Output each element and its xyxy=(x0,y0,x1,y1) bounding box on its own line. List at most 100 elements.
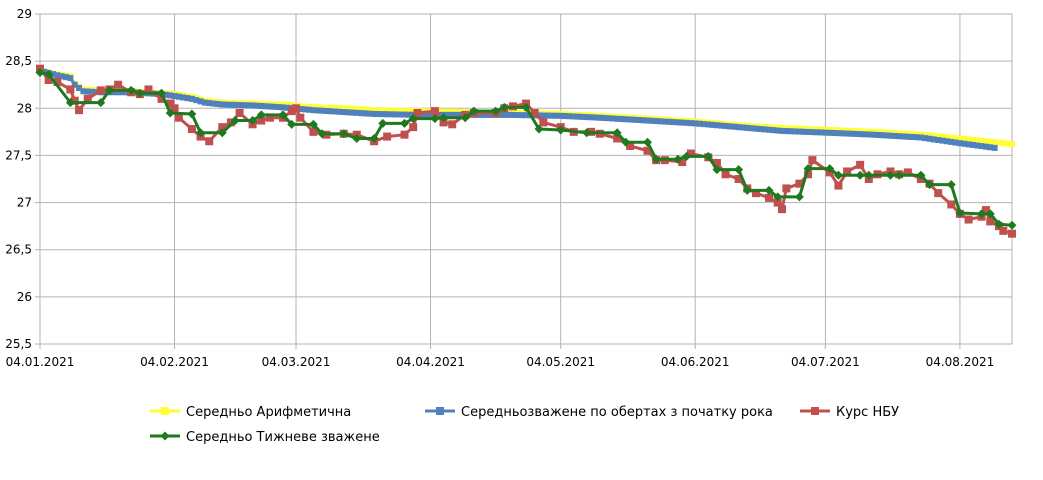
data-point xyxy=(539,118,548,127)
legend-swatch-marker xyxy=(811,407,819,415)
data-point xyxy=(764,185,774,195)
data-point xyxy=(327,108,334,115)
data-point xyxy=(349,109,356,116)
data-point xyxy=(308,119,318,129)
data-point xyxy=(83,94,92,103)
data-point xyxy=(627,116,634,123)
data-point xyxy=(413,109,422,117)
data-point xyxy=(609,115,616,122)
data-point xyxy=(54,72,61,79)
data-point xyxy=(430,107,439,116)
data-point xyxy=(579,113,586,120)
data-point xyxy=(184,95,191,102)
data-point xyxy=(570,113,577,120)
data-point xyxy=(336,108,343,115)
data-point xyxy=(349,105,356,112)
plot-frame xyxy=(39,13,1013,345)
data-point xyxy=(952,135,959,142)
data-point xyxy=(774,127,781,134)
data-point xyxy=(925,180,935,190)
data-point xyxy=(844,130,851,137)
data-point xyxy=(943,134,950,141)
data-point xyxy=(592,114,599,121)
data-point xyxy=(210,100,217,107)
data-point xyxy=(1004,140,1011,147)
data-point xyxy=(631,116,638,123)
data-point xyxy=(635,117,642,124)
data-point xyxy=(891,132,898,139)
data-point xyxy=(626,142,635,150)
data-point xyxy=(674,119,681,126)
data-point xyxy=(752,125,759,132)
y-tick-label: 29 xyxy=(17,7,32,21)
data-point xyxy=(549,112,556,119)
data-point xyxy=(196,128,206,138)
data-point xyxy=(974,142,981,149)
data-point xyxy=(734,175,743,183)
data-point xyxy=(843,167,852,176)
data-point xyxy=(301,106,308,113)
data-point xyxy=(640,117,647,124)
data-point xyxy=(499,102,509,112)
data-point xyxy=(405,111,412,118)
data-point xyxy=(319,107,326,114)
y-tick-label: 27 xyxy=(17,196,32,210)
data-point xyxy=(253,102,260,109)
data-point xyxy=(536,112,543,119)
data-point xyxy=(679,119,686,126)
data-point xyxy=(271,103,278,110)
data-point xyxy=(165,108,175,118)
data-point xyxy=(257,116,266,125)
data-point xyxy=(265,113,274,122)
data-point xyxy=(501,111,508,118)
data-point xyxy=(826,129,833,136)
data-point xyxy=(917,134,924,141)
data-point xyxy=(705,121,712,128)
data-point xyxy=(687,120,694,127)
data-point xyxy=(505,111,512,118)
legend-label: Середньо Арифметична xyxy=(186,405,351,420)
data-point xyxy=(913,134,920,141)
data-point xyxy=(518,112,525,119)
data-point xyxy=(978,143,985,150)
data-point xyxy=(805,128,812,135)
data-point xyxy=(987,138,994,145)
data-point xyxy=(230,116,240,126)
data-point xyxy=(909,134,916,140)
data-point xyxy=(110,89,117,96)
data-point xyxy=(475,111,482,118)
data-point xyxy=(310,107,317,114)
data-point xyxy=(187,125,196,134)
data-point xyxy=(657,118,664,125)
data-point xyxy=(896,133,903,140)
data-point xyxy=(661,118,668,125)
data-point xyxy=(734,165,744,175)
data-point xyxy=(588,114,595,121)
data-point xyxy=(53,77,62,86)
series-layer xyxy=(35,64,1017,238)
data-point xyxy=(430,114,440,124)
y-axis-ticks: 25,5 26 26,5 27 27,5 28 28,5 29 xyxy=(5,7,40,351)
data-point xyxy=(605,115,612,122)
data-point xyxy=(423,111,430,118)
data-point xyxy=(670,119,677,126)
data-point xyxy=(409,123,418,132)
data-point xyxy=(540,112,547,119)
data-point xyxy=(345,105,352,112)
legend-item: Курс НБУ xyxy=(800,405,899,420)
x-tick-label: 04.01.2021 xyxy=(6,355,75,369)
data-point xyxy=(969,141,976,148)
data-point xyxy=(666,118,673,125)
data-point xyxy=(358,110,365,117)
data-point xyxy=(170,104,179,113)
data-point xyxy=(379,107,386,114)
data-point xyxy=(765,193,773,202)
data-point xyxy=(981,206,990,215)
data-point xyxy=(410,108,417,115)
data-point xyxy=(166,99,175,108)
data-point xyxy=(123,89,130,96)
data-point xyxy=(582,128,592,138)
data-point xyxy=(327,104,334,111)
y-tick-label: 26,5 xyxy=(5,243,32,257)
data-point xyxy=(813,129,820,136)
